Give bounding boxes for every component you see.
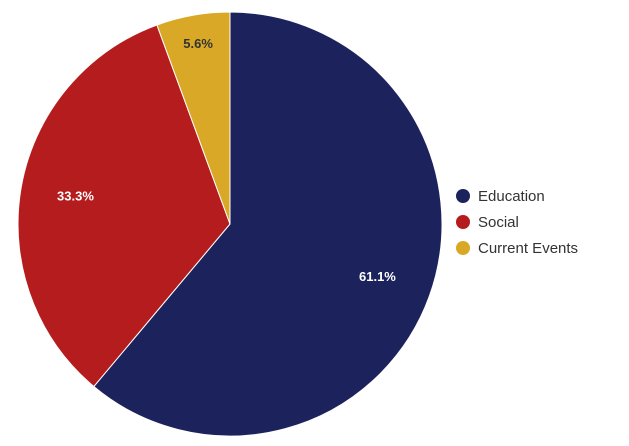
legend-label-social: Social	[478, 213, 519, 231]
legend-item-current-events[interactable]: Current Events	[456, 238, 578, 258]
legend-swatch-current-events	[456, 241, 470, 255]
legend-item-social[interactable]: Social	[456, 212, 578, 232]
legend-swatch-education	[456, 189, 470, 203]
slice-label-education: 61.1%	[359, 269, 396, 284]
slice-label-social: 33.3%	[57, 188, 94, 203]
legend: Education Social Current Events	[456, 186, 578, 258]
legend-item-education[interactable]: Education	[456, 186, 578, 206]
pie-slice-social[interactable]	[17, 24, 231, 388]
slice-label-current-events: 5.6%	[183, 36, 213, 51]
pie-slice-education[interactable]	[93, 11, 443, 437]
legend-label-current-events: Current Events	[478, 239, 579, 257]
pie-slice-current-events[interactable]	[156, 11, 231, 225]
legend-swatch-social	[456, 215, 470, 229]
legend-label-education: Education	[478, 187, 545, 205]
